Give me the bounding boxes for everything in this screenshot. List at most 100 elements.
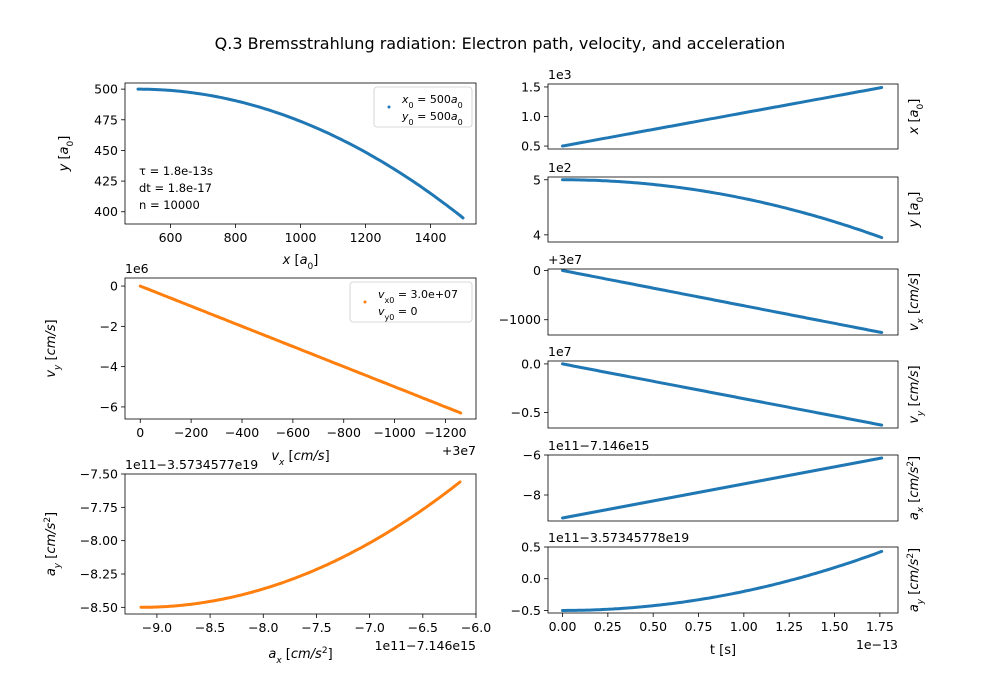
y-axis-label: vy [cm/s] bbox=[907, 365, 926, 423]
y-tick-label: 0.0 bbox=[521, 571, 541, 586]
x-offset-text: 1e−13 bbox=[856, 637, 898, 652]
y-tick-label: −4 bbox=[100, 359, 118, 374]
y-axis-label: x [a0] bbox=[907, 99, 926, 136]
x-tick-label: −7.5 bbox=[301, 620, 331, 635]
y-axis-label: y [a0] bbox=[57, 136, 76, 173]
x-tick-label: −8.0 bbox=[248, 620, 278, 635]
y-tick-label: 0.5 bbox=[521, 139, 541, 154]
panel-xy: 400 425 450 475 500 600 800 1000 1200 1400 x [a0] y… bbox=[57, 82, 477, 272]
x-tick-label: 0.75 bbox=[685, 619, 713, 634]
y-tick-label: −2 bbox=[100, 319, 118, 334]
y-tick-label: 0.0 bbox=[521, 356, 541, 371]
legend-box bbox=[373, 86, 473, 128]
x-tick-label: −9.0 bbox=[142, 620, 172, 635]
x-tick-label: 800 bbox=[224, 230, 248, 245]
y-tick-label: 425 bbox=[94, 174, 118, 189]
panel-tax: −8 −6 1e11−7.146e15 ax [cm/s2] bbox=[523, 438, 926, 522]
axes-frame bbox=[547, 546, 899, 614]
data-series-axay bbox=[139, 480, 462, 609]
y-offset-text: 1e11−7.146e15 bbox=[548, 438, 649, 453]
y-offset-text: 1e3 bbox=[548, 67, 572, 82]
data-series-vxvy bbox=[138, 284, 463, 415]
y-tick-label: −0.5 bbox=[511, 405, 541, 420]
legend-entry: vy0 = 0 bbox=[378, 305, 418, 322]
legend-entry: vx0 = 3.0e+07 bbox=[378, 288, 458, 305]
x-tick-label: −6.5 bbox=[408, 620, 438, 635]
x-axis-label: t [s] bbox=[710, 643, 736, 658]
y-tick-label: 5 bbox=[533, 172, 541, 187]
y-tick-label: −7.75 bbox=[80, 500, 118, 515]
x-tick-label: −800 bbox=[327, 425, 361, 440]
x-tick-label: 1.25 bbox=[775, 619, 803, 634]
x-tick-label: −6.0 bbox=[461, 620, 491, 635]
axes-frame bbox=[124, 277, 477, 420]
figure-title: Q.3 Bremsstrahlung radiation: Electron p… bbox=[215, 34, 786, 53]
y-tick-label: 0.5 bbox=[521, 540, 541, 555]
data-series-tvy bbox=[561, 362, 884, 427]
data-series-ty bbox=[561, 178, 884, 240]
legend-marker bbox=[363, 300, 367, 304]
x-tick-label: 1.50 bbox=[821, 619, 849, 634]
x-tick-label: 1.00 bbox=[730, 619, 758, 634]
y-axis-label: y [a0] bbox=[907, 192, 926, 229]
y-tick-label: −8.25 bbox=[80, 567, 118, 582]
y-tick-label: −7.50 bbox=[80, 467, 118, 482]
panel-tvy: 0.0 −0.5 1e7 vy [cm/s] bbox=[511, 344, 926, 429]
panel-tvx: 0 −1000 +3e7 vx [cm/s] bbox=[499, 252, 926, 336]
y-tick-label: −8.00 bbox=[80, 533, 118, 548]
legend-box bbox=[349, 281, 473, 323]
y-tick-label: 0 bbox=[533, 263, 541, 278]
y-offset-text: 1e6 bbox=[125, 261, 149, 276]
data-series-xy bbox=[136, 87, 465, 220]
data-series-tay bbox=[561, 549, 884, 612]
panel-tay: −0.5 0.0 0.5 0.00 0.25 0.50 0.75 1.00 1.25 1.50 1.… bbox=[511, 530, 926, 658]
y-tick-label: 4 bbox=[533, 227, 541, 242]
y-tick-label: −0.5 bbox=[511, 603, 541, 618]
y-offset-text: 1e7 bbox=[548, 344, 572, 359]
x-axis-label: vx [cm/s] bbox=[271, 449, 329, 468]
x-offset-text: 1e11−7.146e15 bbox=[375, 638, 476, 653]
annotation-text: τ = 1.8e-13s bbox=[139, 164, 213, 178]
x-tick-label: 600 bbox=[159, 230, 183, 245]
y-axis-label: ay [cm/s2] bbox=[43, 512, 63, 576]
x-tick-label: −1000 bbox=[373, 425, 415, 440]
y-offset-text: 1e11−3.57345778e19 bbox=[548, 530, 689, 545]
x-tick-label: −8.5 bbox=[195, 620, 225, 635]
data-series-tvx bbox=[561, 269, 884, 334]
annotation-text: n = 10000 bbox=[139, 198, 200, 212]
data-series-tx bbox=[561, 86, 884, 148]
y-axis-label: ay [cm/s2] bbox=[906, 548, 926, 612]
legend-entry: y0 = 500a0 bbox=[401, 110, 463, 127]
x-tick-label: 1400 bbox=[415, 230, 447, 245]
x-tick-label: 0.00 bbox=[549, 619, 577, 634]
x-tick-label: 1.75 bbox=[866, 619, 894, 634]
y-axis-label: ax [cm/s2] bbox=[906, 456, 926, 520]
y-tick-label: 500 bbox=[94, 82, 118, 97]
x-tick-label: 0 bbox=[136, 425, 144, 440]
panel-ty: 4 5 1e2 y [a0] bbox=[533, 160, 926, 243]
x-tick-label: 0.25 bbox=[594, 619, 622, 634]
x-tick-label: −1200 bbox=[424, 425, 466, 440]
y-offset-text: 1e11−3.5734577e19 bbox=[125, 457, 258, 472]
axes-frame bbox=[124, 473, 477, 615]
y-offset-text: +3e7 bbox=[548, 252, 582, 267]
axes-frame bbox=[547, 268, 899, 336]
x-tick-label: −200 bbox=[174, 425, 208, 440]
axes-frame bbox=[547, 454, 899, 522]
axes-frame bbox=[547, 360, 899, 429]
y-axis-label: vy [cm/s] bbox=[44, 319, 63, 377]
y-tick-label: −6 bbox=[100, 399, 118, 414]
legend-marker bbox=[387, 105, 391, 109]
y-tick-label: −8 bbox=[523, 488, 541, 503]
y-tick-label: −1000 bbox=[499, 312, 541, 327]
y-tick-label: −6 bbox=[523, 448, 541, 463]
y-offset-text: 1e2 bbox=[548, 160, 572, 175]
y-tick-label: 1.5 bbox=[521, 79, 541, 94]
y-axis-label: vx [cm/s] bbox=[907, 273, 926, 331]
y-tick-label: 0 bbox=[110, 279, 118, 294]
y-tick-label: 475 bbox=[94, 112, 118, 127]
x-tick-label: −400 bbox=[225, 425, 259, 440]
x-tick-label: 1200 bbox=[350, 230, 382, 245]
legend-entry: x0 = 500a0 bbox=[401, 93, 463, 110]
